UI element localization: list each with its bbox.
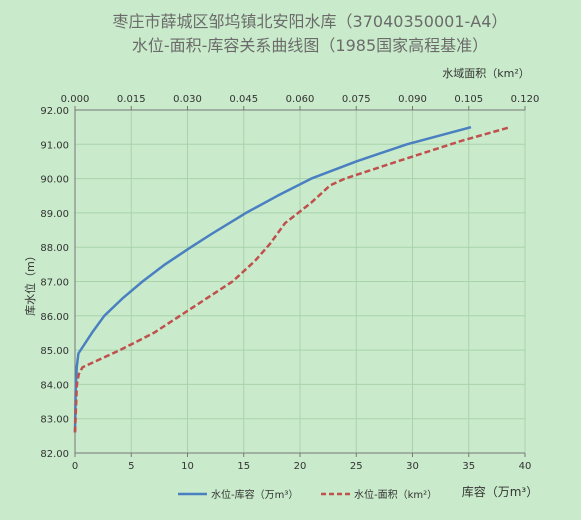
x-bottom-tick-label: 15 [237,461,250,472]
y-tick-label: 86.00 [40,312,69,323]
top-axis-label: 水域面积（km²） [442,67,530,80]
legend-label-capacity: 水位-库容（万m³） [211,488,298,501]
series-line-area [73,125,511,433]
y-tick-label: 87.00 [40,278,69,289]
series-line-capacity [73,125,472,433]
x-bottom-tick-label: 20 [294,461,307,472]
y-axis-label: 库水位（m） [23,250,37,316]
x-bottom-tick-label: 0 [72,461,78,472]
y-tick-label: 92.00 [40,106,69,117]
x-top-tick-label: 0.090 [398,94,427,105]
chart-title: 枣庄市薛城区邹坞镇北安阳水库（37040350001-A4） [113,12,508,31]
y-tick-label: 89.00 [40,209,69,220]
x-bottom-tick-label: 35 [462,461,475,472]
tick-labels: 82.00 83.00 84.00 85.00 86.00 87.00 88.00 89.00… [40,94,539,472]
x-bottom-tick-label: 10 [181,461,194,472]
x-bottom-tick-label: 5 [128,461,134,472]
x-bottom-tick-label: 30 [406,461,419,472]
y-tick-label: 82.00 [40,449,69,460]
y-tick-label: 91.00 [40,140,69,151]
legend-label-area: 水位-面积（km²） [354,488,437,501]
x-bottom-tick-label: 40 [519,461,532,472]
y-tick-label: 88.00 [40,243,69,254]
x-bottom-tick-label: 25 [350,461,363,472]
x-top-tick-label: 0.060 [286,94,315,105]
legend: 水位-库容（万m³） 水位-面积（km²） [178,488,437,501]
y-tick-label: 85.00 [40,346,69,357]
series-lines [73,125,511,433]
x-top-tick-label: 0.045 [229,94,258,105]
y-tick-label: 83.00 [40,415,69,426]
x-top-tick-label: 0.000 [61,94,90,105]
y-tick-label: 84.00 [40,380,69,391]
x-top-tick-label: 0.105 [454,94,483,105]
bottom-axis-label: 库容（万m³） [462,484,539,499]
x-top-tick-label: 0.120 [511,94,540,105]
x-top-tick-label: 0.015 [117,94,146,105]
x-top-tick-label: 0.030 [173,94,202,105]
x-top-tick-label: 0.075 [342,94,371,105]
y-tick-label: 90.00 [40,175,69,186]
chart-subtitle: 水位-面积-库容关系曲线图（1985国家高程基准） [132,36,488,55]
